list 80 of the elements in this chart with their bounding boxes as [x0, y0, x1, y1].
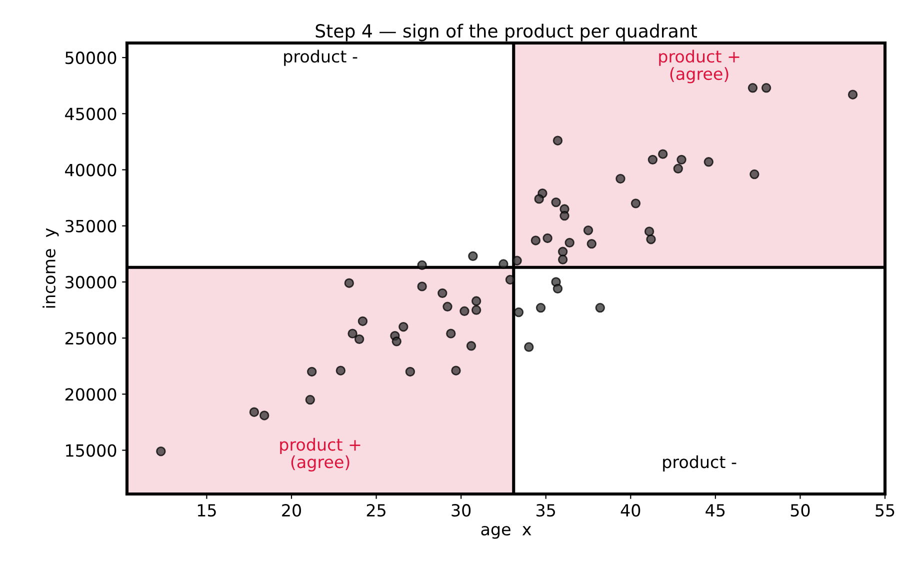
x-tick-label: 45 [706, 504, 725, 517]
point [761, 83, 772, 93]
point [306, 366, 317, 377]
point [471, 305, 482, 315]
point [466, 341, 476, 351]
point [498, 259, 508, 269]
point [460, 306, 470, 316]
point [583, 225, 594, 236]
point [446, 328, 456, 338]
point [524, 342, 534, 352]
point [358, 316, 368, 326]
point [552, 136, 563, 146]
point [344, 278, 354, 288]
point [536, 302, 546, 313]
point [512, 256, 522, 266]
point [156, 446, 166, 456]
point [348, 328, 358, 338]
y-tick-label: 40000 [65, 164, 116, 176]
x-tick-label: 40 [620, 504, 640, 517]
x-tick-label: 50 [790, 504, 810, 517]
y-tick-label: 25000 [65, 332, 116, 345]
annotation: product - [284, 50, 358, 66]
point [505, 274, 516, 285]
x-tick-label: 25 [366, 504, 386, 517]
point [646, 234, 656, 244]
point [648, 154, 658, 165]
x-tick-label: 15 [198, 504, 216, 517]
x-tick-label: 55 [876, 504, 894, 517]
point [586, 238, 596, 249]
annotation: product - [663, 455, 736, 472]
point [630, 198, 641, 208]
x-tick-label: 30 [452, 504, 471, 517]
point [305, 394, 315, 405]
y-axis-title: income y [42, 228, 59, 308]
point [750, 169, 760, 180]
point [552, 284, 563, 294]
point [417, 260, 427, 270]
y-tick-label: 30000 [66, 276, 116, 289]
point [848, 90, 858, 100]
point [704, 157, 714, 167]
point [468, 251, 478, 262]
point [451, 366, 461, 376]
y-tick-label: 15000 [66, 444, 116, 457]
point [673, 164, 683, 174]
y-tick-label: 45000 [65, 108, 116, 120]
point [442, 302, 452, 312]
point [259, 410, 270, 420]
point [560, 210, 570, 221]
point [398, 322, 408, 332]
x-tick-label: 20 [282, 504, 301, 517]
point [534, 194, 544, 204]
point [438, 288, 448, 298]
point [249, 407, 260, 417]
annotation: product + (agree) [659, 50, 740, 84]
point [564, 238, 574, 248]
annotation: product + (agree) [280, 438, 360, 472]
point [471, 296, 482, 306]
point [658, 149, 668, 159]
point [336, 366, 346, 376]
x-axis-title: age x [481, 526, 532, 539]
point [542, 233, 552, 244]
point [558, 246, 568, 257]
point [530, 236, 541, 246]
point [676, 154, 686, 165]
x-tick-label: 35 [536, 504, 555, 517]
point [354, 334, 364, 344]
point [405, 366, 416, 377]
point [644, 226, 654, 236]
point [595, 302, 605, 313]
point [551, 197, 561, 208]
y-tick-label: 35000 [66, 220, 116, 232]
y-tick-label: 20000 [65, 388, 116, 401]
point [514, 307, 524, 318]
chart-title: Step 4 — sign of the product per quadrant [316, 24, 697, 42]
point [392, 336, 402, 346]
point [558, 254, 568, 264]
point [748, 83, 758, 93]
point [417, 282, 427, 292]
y-tick-label: 50000 [66, 52, 116, 64]
point [616, 174, 626, 184]
